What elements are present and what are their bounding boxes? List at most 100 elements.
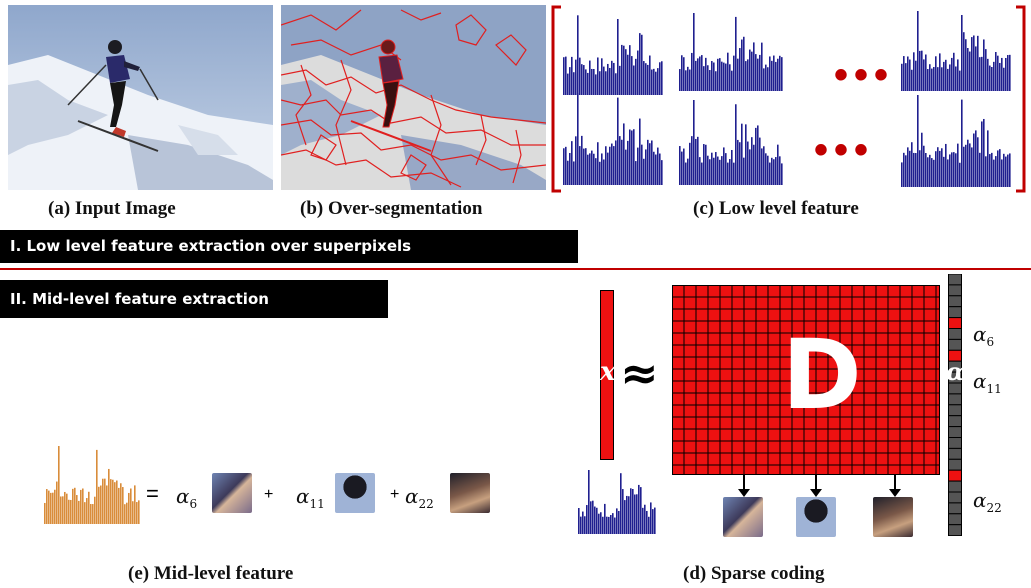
low-level-histogram-bar [679,69,681,91]
low-level-histogram-bar [927,157,929,187]
low-level-histogram-bar [779,55,781,91]
mid-level-histogram-bar [118,487,120,524]
low-level-histogram-bar [777,144,779,185]
low-level-histogram-bar [723,147,725,185]
stage2-banner: II. Mid-level feature extraction [0,280,388,318]
low-level-histogram-bar [563,57,565,95]
low-level-histogram-bar [613,62,615,95]
x-histogram-bar [588,470,590,534]
low-level-histogram-bar [981,56,983,91]
alpha-active-cell [948,469,962,482]
low-level-histogram-bar [643,158,645,185]
low-level-histogram-bar [935,56,937,91]
mid-level-histogram [42,444,142,526]
low-level-histogram-bar [755,54,757,91]
low-level-histogram-bar [937,147,939,187]
low-level-histogram-bar [635,161,637,185]
alpha-symbol: α [946,357,965,386]
low-level-histogram-bar [621,139,623,185]
low-level-histogram-bar [957,59,959,91]
low-level-histogram-bar [771,60,773,91]
low-level-histogram-bar [977,35,979,91]
low-level-histogram-bar [745,124,747,185]
low-level-histogram-bar [689,142,691,185]
plus-symbol-1: + [264,486,274,503]
low-level-histogram-bar [629,45,631,95]
low-level-histogram-bar [643,61,645,95]
low-level-histogram-bar [623,45,625,95]
low-level-histogram-bar [649,55,651,95]
mid-level-histogram-bar [96,449,98,524]
low-level-histogram-bar [627,140,629,185]
low-level-histogram-bar [599,161,601,185]
x-histogram-bar [648,516,650,534]
mid-level-histogram-bar [58,446,60,524]
low-level-histogram-bar [993,61,995,91]
low-level-histogram-bar [611,60,613,95]
low-level-histogram-bar [683,148,685,185]
low-level-histogram-bar [579,57,581,95]
low-level-histogram-bar [717,156,719,185]
low-level-histogram-bar [661,160,663,185]
low-level-histogram-bar [603,66,605,95]
low-level-histogram-bar [725,63,727,91]
low-level-histogram-bar [695,138,697,185]
low-level-histogram-bar [619,65,621,95]
caption-sparse-coding: (d) Sparse coding [683,563,825,584]
low-level-histogram-bar [625,49,627,95]
x-histogram-bar [590,501,592,534]
low-level-histogram-bar [617,19,619,95]
low-level-histogram-bar [901,63,903,91]
low-level-histogram-bar [929,154,931,187]
alpha-cell [948,415,962,428]
x-histogram-bar [618,510,620,534]
ellipsis-top: ••• [834,53,895,97]
x-histogram-bar [608,516,610,534]
mid-level-histogram-bar [98,486,100,524]
low-level-histogram-bar [625,149,627,185]
low-level-histogram-bar [601,58,603,95]
low-level-histogram-bar [661,61,663,95]
low-level-histogram-bar [689,69,691,91]
low-level-histogram-bar [997,150,999,187]
mid-level-histogram-bar [78,500,80,524]
low-level-histogram-bar [1001,159,1003,187]
low-level-histogram-bar [589,153,591,185]
low-level-histogram-bar [569,67,571,95]
low-level-histogram-bar [699,56,701,91]
low-level-histogram-bar [723,62,725,91]
x-histogram-bar [632,489,634,534]
low-level-histogram-bar [987,58,989,91]
x-histogram-bar [606,516,608,534]
low-level-histogram-bar [637,50,639,95]
mid-level-histogram-bar [112,479,114,524]
low-level-histogram-bar [747,141,749,185]
low-level-histogram-bar [691,52,693,91]
low-level-histogram-bar [575,136,577,185]
patch-1 [723,497,763,537]
mid-level-histogram-bar [84,502,86,524]
mid-level-histogram-bar [116,480,118,524]
mid-level-histogram-bar [132,501,134,524]
alpha-cell [948,306,962,319]
low-level-histogram-bar [949,154,951,187]
low-level-histogram-bar [983,118,985,187]
low-level-histogram-bar [965,144,967,187]
mid-level-histogram-bar [108,468,110,524]
low-level-histogram-bar [655,154,657,185]
low-level-histogram-bar [709,159,711,185]
low-level-histogram-bar [767,155,769,185]
low-level-histogram-bar [697,58,699,91]
x-histogram-bar [624,500,626,534]
low-level-histogram-bar [605,71,607,95]
alpha-cell [948,502,962,515]
low-level-histogram-bar [939,150,941,187]
low-level-histogram-bar [915,60,917,91]
low-level-histogram-bar [565,146,567,185]
low-level-histogram-bar [721,61,723,91]
low-level-histogram-bar [731,70,733,91]
alpha-cell [948,284,962,297]
x-histogram-bar [612,513,614,534]
low-level-histogram-bar [765,64,767,91]
low-level-histogram-bar [975,130,977,187]
